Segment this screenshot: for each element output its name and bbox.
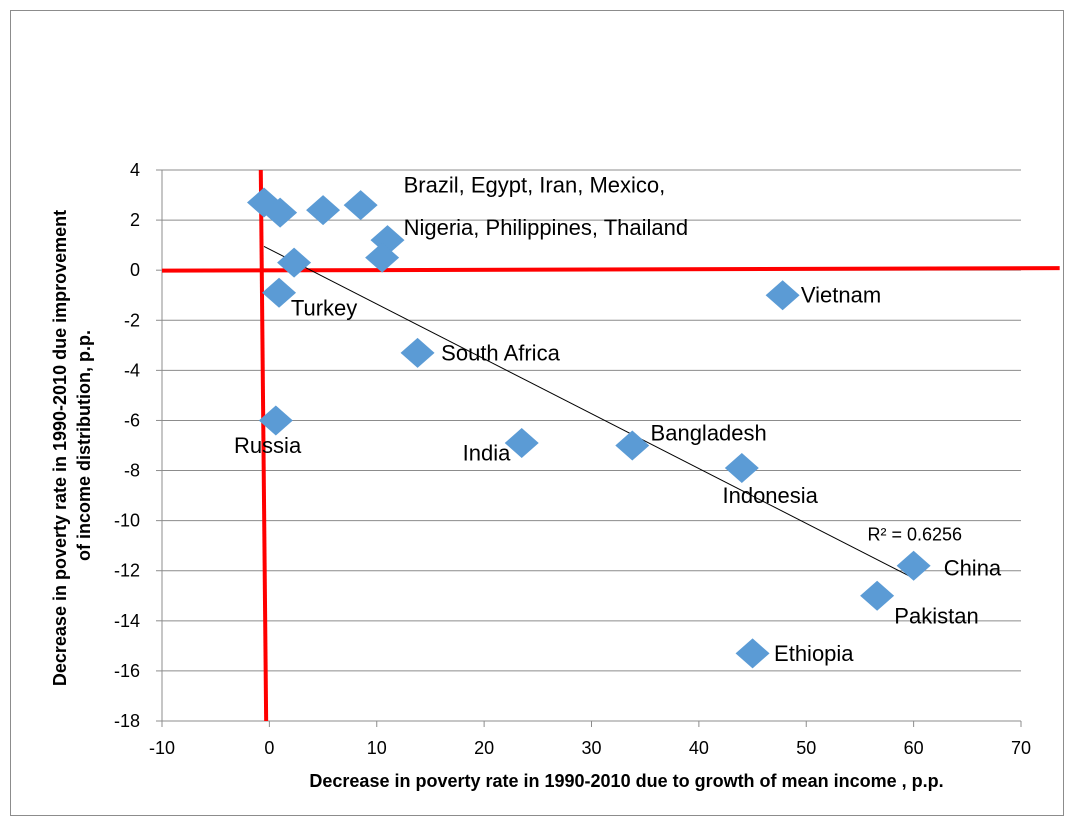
data-point xyxy=(400,337,435,368)
linear-trendline xyxy=(263,245,914,579)
data-point xyxy=(896,550,931,581)
y-tick-label: -10 xyxy=(114,511,140,531)
point-labels: Brazil, Egypt, Iran, Mexico, Nigeria, Phi… xyxy=(234,173,1002,666)
trendline: R² = 0.6256 xyxy=(263,245,962,579)
y-tick-label: -18 xyxy=(114,711,140,731)
point-label: South Africa xyxy=(441,340,560,365)
point-label: Bangladesh xyxy=(651,420,767,445)
y-tick-label: -16 xyxy=(114,661,140,681)
data-point xyxy=(765,280,800,311)
data-point xyxy=(735,638,770,669)
r-squared-label: R² = 0.6256 xyxy=(867,525,962,545)
x-tick-label: 40 xyxy=(689,738,709,758)
x-tick-label: 10 xyxy=(367,738,387,758)
point-label: Ethiopia xyxy=(774,641,854,666)
point-label: India xyxy=(463,441,511,466)
data-points xyxy=(247,187,931,669)
vertical-red-line xyxy=(258,169,269,722)
data-point xyxy=(277,247,312,278)
y-axis-title-line-1: Decrease in poverty rate in 1990-2010 du… xyxy=(50,210,70,686)
data-point xyxy=(860,580,895,611)
point-label: Brazil, Egypt, Iran, Mexico, xyxy=(404,173,666,198)
data-point xyxy=(504,427,539,458)
y-axis-title-line-2: of income distribution, p.p. xyxy=(74,330,94,561)
tick-labels: 420-2-4-6-8-10-12-14-16-18-10 0 10 20 30 40 50… xyxy=(114,160,1031,758)
y-tick-label: -14 xyxy=(114,611,140,631)
axes xyxy=(156,169,1022,727)
y-tick-label: 0 xyxy=(130,260,140,280)
point-label: China xyxy=(944,556,1002,581)
y-tick-label: -8 xyxy=(124,461,140,481)
x-axis-title: Decrease in poverty rate in 1990-2010 du… xyxy=(309,771,943,791)
point-label: Pakistan xyxy=(894,603,978,628)
point-label: Turkey xyxy=(291,295,357,320)
data-point xyxy=(258,405,293,436)
gridlines xyxy=(162,169,1021,672)
y-tick-label: -2 xyxy=(124,310,140,330)
y-axis-title: Decrease in poverty rate in 1990-2010 du… xyxy=(50,205,94,686)
point-label: Vietnam xyxy=(801,283,881,308)
y-tick-label: -4 xyxy=(124,360,140,380)
x-tick-label: 20 xyxy=(474,738,494,758)
y-tick-label: -12 xyxy=(114,561,140,581)
point-label: Indonesia xyxy=(722,483,818,508)
x-tick-label: -10 xyxy=(149,738,175,758)
point-label: Nigeria, Philippines, Thailand xyxy=(404,215,689,240)
data-point xyxy=(615,430,650,461)
data-point xyxy=(724,453,759,484)
data-point xyxy=(306,195,341,226)
y-tick-label: 4 xyxy=(130,160,140,180)
x-tick-label: 30 xyxy=(581,738,601,758)
x-tick-label: 50 xyxy=(796,738,816,758)
y-tick-label: 2 xyxy=(130,210,140,230)
x-tick-label: 70 xyxy=(1011,738,1031,758)
point-label: Russia xyxy=(234,433,302,458)
data-point xyxy=(262,277,297,308)
data-point xyxy=(343,190,378,221)
y-tick-label: -6 xyxy=(124,410,140,430)
chart-frame xyxy=(10,10,1064,816)
data-point xyxy=(263,197,298,228)
x-tick-label: 0 xyxy=(264,738,274,758)
x-tick-label: 60 xyxy=(904,738,924,758)
data-point xyxy=(365,242,400,273)
